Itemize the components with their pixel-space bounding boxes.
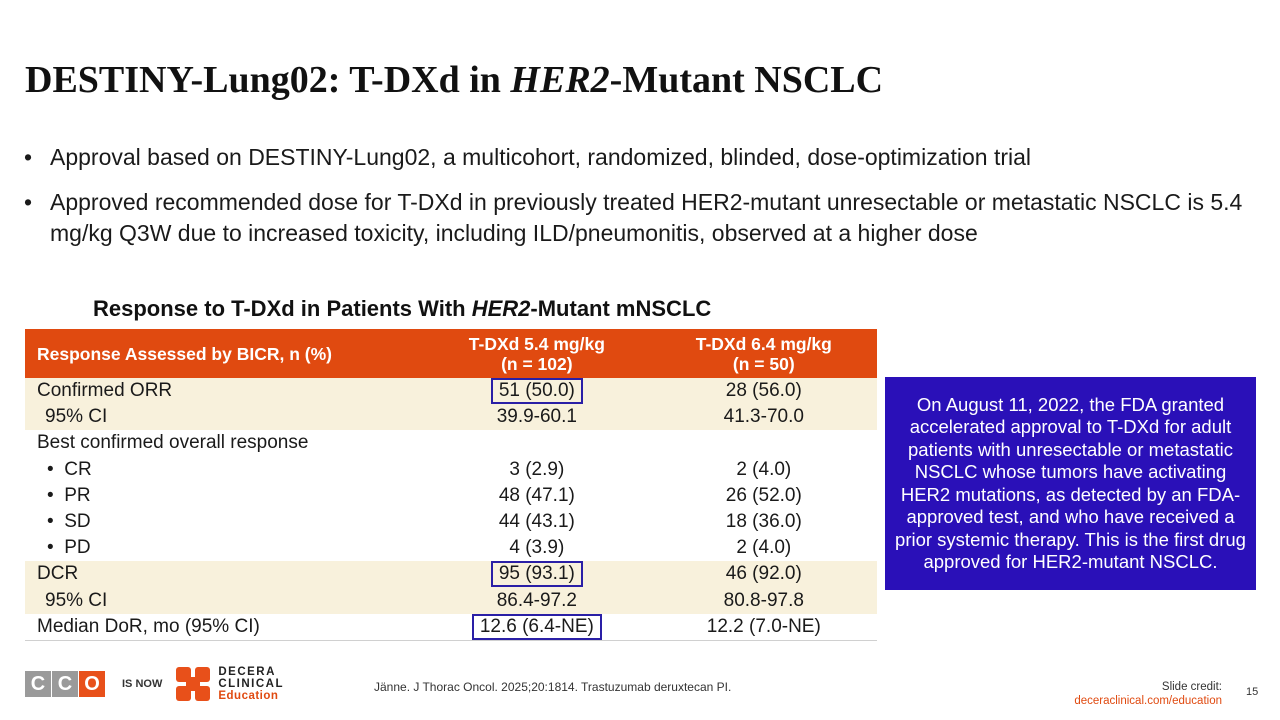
- row-value-2: 26 (52.0): [725, 484, 802, 506]
- row-value-1: 51 (50.0): [423, 378, 651, 405]
- table-row: DCR 95 (93.1) 46 (92.0): [25, 561, 877, 588]
- row-label-text: PD: [64, 537, 91, 559]
- row-label: Median DoR, mo (95% CI): [25, 613, 424, 641]
- row-value-2: 80.8-97.8: [650, 587, 877, 614]
- highlight-box: 95 (93.1): [490, 561, 583, 588]
- table-row: 95% CI 86.4-97.2 80.8-97.8: [25, 587, 877, 614]
- row-value-1: 3 (2.9): [509, 458, 565, 480]
- table-row: Confirmed ORR 51 (50.0) 28 (56.0): [25, 378, 877, 405]
- bullet-text: Approved recommended dose for T-DXd in p…: [50, 188, 1243, 247]
- cco-letter: O: [79, 671, 105, 697]
- row-value-2: 2 (4.0): [736, 537, 792, 559]
- row-label: 95% CI: [25, 404, 424, 431]
- footer-logo: C C O IS NOW DECERA CLINICAL Education: [25, 666, 284, 702]
- row-value-2: [651, 430, 877, 456]
- header-dose-5-4: T-DXd 5.4 mg/kg (n = 102): [423, 329, 651, 378]
- row-label-text: CR: [64, 458, 92, 480]
- title-italic-gene: HER2: [510, 59, 610, 101]
- row-bullet: •: [47, 484, 54, 506]
- bullet-item: • Approval based on DESTINY-Lung02, a mul…: [24, 142, 1264, 174]
- table-row: Median DoR, mo (95% CI) 12.6 (6.4-NE) 12…: [25, 613, 877, 641]
- row-label-text: PR: [64, 484, 91, 506]
- slide-credit: Slide credit: deceraclinical.com/educati…: [1074, 680, 1222, 708]
- table-header-row: Response Assessed by BICR, n (%) T-DXd 5…: [25, 329, 877, 378]
- header-dose-5-4-line2: (n = 102): [501, 353, 573, 374]
- fda-approval-callout: On August 11, 2022, the FDA granted acce…: [885, 377, 1256, 590]
- is-now-label: IS NOW: [122, 678, 163, 690]
- row-value-2: 41.3-70.0: [650, 404, 877, 431]
- row-value-1: 86.4-97.2: [423, 587, 651, 614]
- row-label: Confirmed ORR: [25, 378, 424, 405]
- highlight-box: 12.6 (6.4-NE): [471, 613, 602, 640]
- table-title-text: Response to T-DXd in Patients With: [93, 296, 472, 321]
- bullet-list: • Approval based on DESTINY-Lung02, a mul…: [24, 142, 1264, 263]
- row-value-1: 48 (47.1): [498, 484, 575, 506]
- page-number: 15: [1246, 686, 1259, 698]
- cco-logo: C C O: [25, 671, 106, 697]
- table-title-text-end: -Mutant mNSCLC: [530, 296, 712, 321]
- table-row: Best confirmed overall response: [25, 430, 877, 456]
- table-row: • PD 4 (3.9) 2 (4.0): [25, 535, 877, 561]
- callout-text: On August 11, 2022, the FDA granted acce…: [895, 393, 1246, 573]
- credit-link[interactable]: deceraclinical.com/education: [1074, 695, 1222, 707]
- table-row: • CR 3 (2.9) 2 (4.0): [25, 457, 877, 483]
- slide-title: DESTINY-Lung02: T-DXd in HER2-Mutant NSC…: [25, 58, 883, 102]
- bullet-dot: •: [24, 188, 33, 215]
- row-value-2: 18 (36.0): [725, 511, 802, 533]
- cco-letter: C: [25, 671, 51, 697]
- title-text: DESTINY-Lung02: T-DXd in: [25, 59, 511, 101]
- bullet-dot: •: [24, 144, 33, 170]
- bullet-item: • Approved recommended dose for T-DXd in …: [24, 187, 1264, 250]
- row-label: • SD: [25, 509, 423, 535]
- row-label: • PR: [25, 483, 423, 509]
- response-table: Response Assessed by BICR, n (%) T-DXd 5…: [25, 329, 877, 641]
- cco-letter: C: [52, 671, 78, 697]
- table-row: • PR 48 (47.1) 26 (52.0): [25, 483, 877, 509]
- row-label: DCR: [25, 561, 424, 588]
- row-bullet: •: [47, 511, 54, 533]
- row-bullet: •: [47, 537, 54, 559]
- decera-logo-icon: [176, 667, 211, 701]
- header-dose-6-4-line2: (n = 50): [732, 353, 795, 374]
- row-value-2: 12.2 (7.0-NE): [650, 613, 877, 641]
- title-text-end: -Mutant NSCLC: [609, 59, 884, 101]
- row-bullet: •: [47, 458, 54, 480]
- table-title: Response to T-DXd in Patients With HER2-…: [93, 296, 711, 322]
- decera-wordmark: DECERA CLINICAL Education: [218, 666, 284, 702]
- header-response: Response Assessed by BICR, n (%): [25, 329, 424, 378]
- row-label: • CR: [25, 457, 423, 483]
- row-value-1: [423, 430, 650, 456]
- header-dose-6-4-line1: T-DXd 6.4 mg/kg: [695, 333, 832, 354]
- row-label-text: SD: [64, 511, 91, 533]
- table-row: • SD 44 (43.1) 18 (36.0): [25, 509, 877, 535]
- table-row: 95% CI 39.9-60.1 41.3-70.0: [25, 404, 877, 431]
- row-value-1: 39.9-60.1: [423, 404, 651, 431]
- row-value-2: 28 (56.0): [650, 378, 877, 405]
- credit-label: Slide credit:: [1161, 681, 1222, 693]
- table-title-italic-gene: HER2: [471, 296, 531, 321]
- header-dose-6-4: T-DXd 6.4 mg/kg (n = 50): [650, 329, 877, 378]
- row-value-2: 46 (92.0): [650, 561, 877, 588]
- row-label: Best confirmed overall response: [37, 432, 309, 454]
- row-value-1: 44 (43.1): [498, 511, 575, 533]
- decera-line: Education: [218, 690, 279, 702]
- row-value-1: 95 (93.1): [423, 561, 651, 588]
- highlight-box: 51 (50.0): [490, 378, 583, 405]
- decera-line: DECERA: [218, 666, 276, 678]
- row-value-1: 4 (3.9): [509, 537, 565, 559]
- row-value-1: 12.6 (6.4-NE): [423, 613, 651, 641]
- row-label: 95% CI: [25, 587, 424, 614]
- header-dose-5-4-line1: T-DXd 5.4 mg/kg: [468, 333, 605, 354]
- decera-line: CLINICAL: [218, 678, 285, 690]
- reference-text: Jänne. J Thorac Oncol. 2025;20:1814. Tra…: [374, 680, 732, 694]
- bullet-text: Approval based on DESTINY-Lung02, a mult…: [50, 144, 1032, 170]
- row-value-2: 2 (4.0): [736, 458, 792, 480]
- row-label: • PD: [25, 535, 423, 561]
